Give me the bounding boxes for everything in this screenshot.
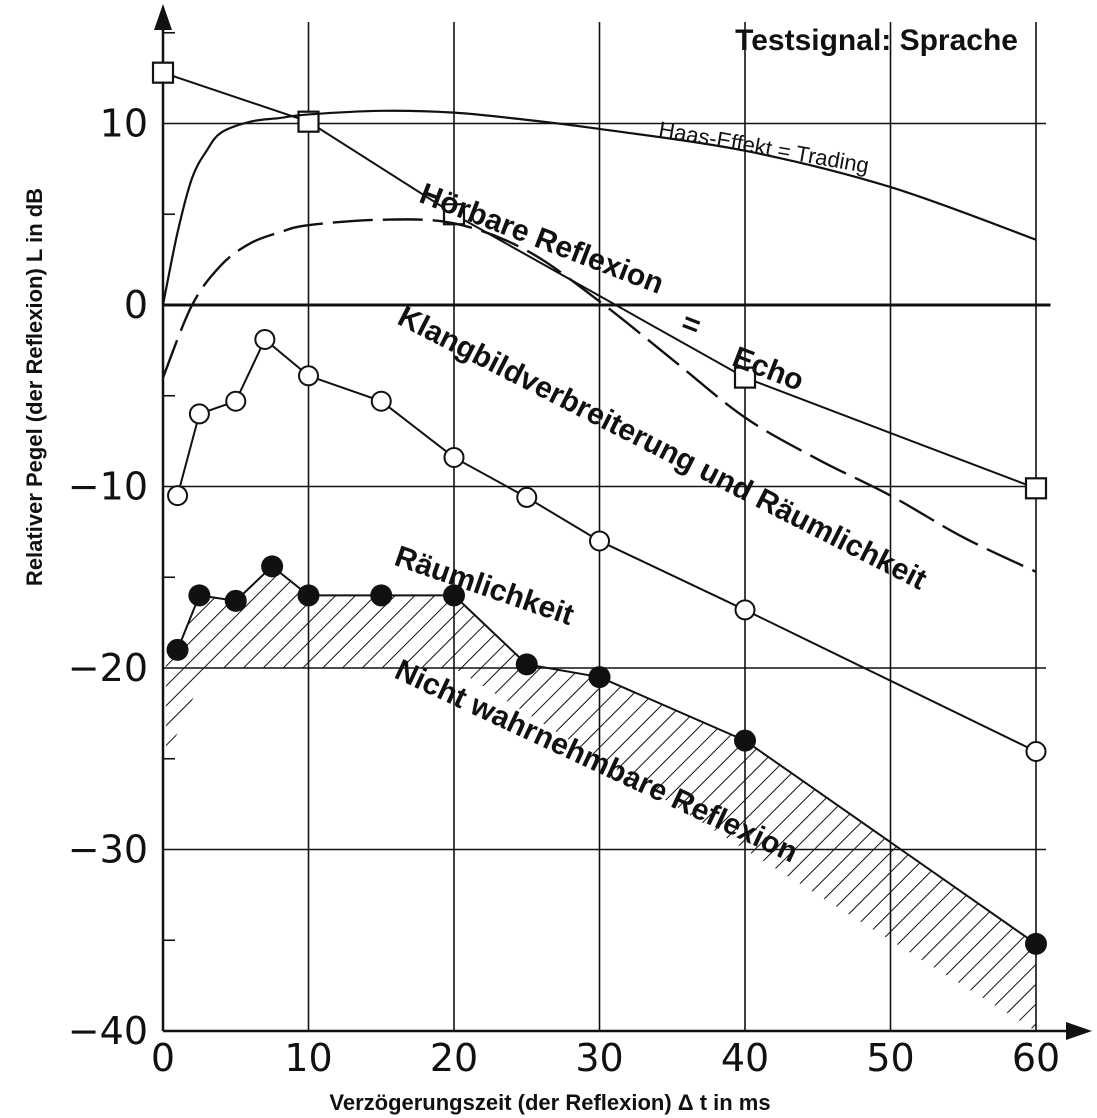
x-tick-label: 10 xyxy=(284,1036,332,1080)
open-circle-point xyxy=(254,328,276,350)
annotation-label: Klangbildverbreiterung und Räumlichkeit xyxy=(393,300,932,597)
series-solid-curve xyxy=(161,109,1037,306)
open-circle-point xyxy=(225,390,247,412)
y-tick-label: −10 xyxy=(68,465,148,509)
series-open-circles xyxy=(167,328,1047,762)
hatched-area xyxy=(165,566,1036,1031)
series-line xyxy=(161,218,1037,573)
x-tick-label: 30 xyxy=(575,1036,623,1080)
y-tick-label: −40 xyxy=(68,1009,148,1053)
x-tick-label: 50 xyxy=(866,1036,914,1080)
annotation-label: Echo xyxy=(728,341,808,398)
filled-circle-point xyxy=(1025,932,1047,955)
filled-circle-point xyxy=(443,584,465,607)
hatched-region xyxy=(165,566,1036,1031)
x-tick-label: 20 xyxy=(430,1036,478,1080)
filled-circle-point xyxy=(370,584,393,607)
series-dashed-curve xyxy=(161,218,1037,573)
series-squares xyxy=(151,61,1048,500)
filled-circle-point xyxy=(261,555,284,578)
axes xyxy=(154,4,1092,1040)
filled-circle-point xyxy=(588,666,611,689)
square-point xyxy=(733,366,757,389)
series xyxy=(151,61,1051,955)
y-tick-label: −20 xyxy=(68,646,148,690)
y-tick-label: 0 xyxy=(124,283,148,327)
square-point xyxy=(151,61,175,84)
filled-circle-point xyxy=(188,584,211,607)
open-circle-point xyxy=(298,365,319,387)
x-tick-label: 0 xyxy=(151,1036,175,1080)
square-point xyxy=(1024,477,1048,500)
filled-circle-point xyxy=(734,729,756,752)
open-circle-point xyxy=(516,486,538,508)
x-tick-label: 40 xyxy=(721,1036,769,1080)
open-circle-point xyxy=(370,390,392,412)
x-axis-title: Verzögerungszeit (der Reflexion) Δ t in … xyxy=(329,1090,770,1115)
tick-labels: 0 10 20 30 40 50 60 −40 −30 −20 −10 0 10 xyxy=(68,102,1060,1081)
grid xyxy=(163,22,1046,1031)
y-axis-arrow xyxy=(154,4,172,30)
y-tick-label: 10 xyxy=(100,102,148,146)
series-line xyxy=(161,109,1037,306)
y-tick-label: −30 xyxy=(68,828,148,872)
x-axis-arrow xyxy=(1066,1022,1092,1040)
open-circle-point xyxy=(734,599,756,621)
filled-circle-point xyxy=(166,638,189,661)
open-circle-point xyxy=(443,446,465,468)
annotation-label: Hörbare Reflexion xyxy=(415,177,668,300)
square-point xyxy=(297,110,320,133)
annotation-label: = xyxy=(677,306,705,343)
series-filled-circles xyxy=(166,555,1047,955)
filled-circle-point xyxy=(297,584,320,607)
annotation-label: Haas-Effekt = Trading xyxy=(657,117,871,179)
chart-title: Testsignal: Sprache xyxy=(735,24,1018,57)
x-tick-label: 60 xyxy=(1012,1036,1060,1080)
open-circle-point xyxy=(167,485,189,507)
y-axis-title: Relativer Pegel (der Reflexion) L in dB xyxy=(22,188,47,586)
open-circle-point xyxy=(1025,740,1047,762)
open-circle-point xyxy=(188,403,210,425)
filled-circle-point xyxy=(515,653,538,676)
filled-circle-point xyxy=(224,589,247,612)
open-circle-point xyxy=(589,530,610,552)
